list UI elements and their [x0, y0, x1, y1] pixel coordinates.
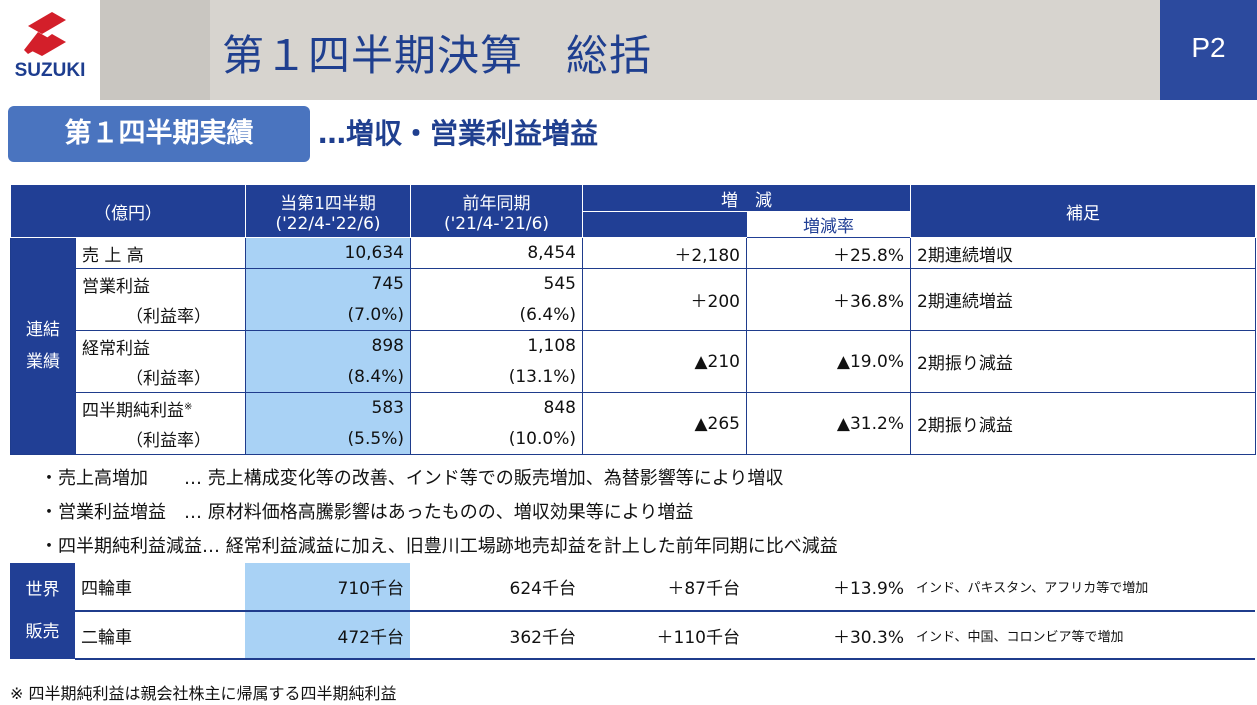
logo-text: SUZUKI	[14, 60, 86, 81]
section-subtitle: …増収・営業利益増益	[318, 117, 599, 150]
prev-value: 1,108	[410, 330, 583, 362]
group-label: 世界 販売	[10, 563, 75, 659]
current-value: 583	[245, 392, 411, 424]
change-header: 増 減	[582, 184, 911, 212]
prev-value: 8,454	[410, 237, 583, 269]
row-label: 二輪車	[75, 611, 245, 660]
current-value: 710千台	[245, 563, 410, 612]
page-title: 第１四半期決算 総括	[222, 31, 653, 80]
row-label: 四輪車	[75, 563, 245, 612]
rate-value: ＋36.8%	[746, 268, 911, 331]
current-value: 898	[245, 330, 411, 362]
prev-value: 624千台	[410, 563, 582, 612]
suzuki-s-logo-icon	[24, 12, 66, 56]
change-value: ＋200	[582, 268, 747, 331]
change-value: ＋87千台	[582, 563, 746, 612]
row-sub-label: （利益率）	[75, 361, 246, 393]
group-label-line: 販売	[25, 622, 60, 642]
suzuki-logo: SUZUKI	[0, 0, 100, 100]
prev-header-label: 前年同期	[462, 193, 531, 214]
note-value: 2期振り減益	[910, 392, 1256, 455]
row-sub-label: （利益率）	[75, 423, 246, 455]
prev-value: 848	[410, 392, 583, 424]
current-sub-value: (7.0%)	[245, 299, 411, 331]
prev-sub-value: (6.4%)	[410, 299, 583, 331]
current-value: 10,634	[245, 237, 411, 269]
title-strip	[100, 0, 210, 100]
blank-header	[582, 211, 747, 238]
row-label: 売 上 高	[75, 237, 246, 269]
rate-value: ＋30.3%	[746, 611, 910, 660]
prev-header: 前年同期 ('21/4-'21/6)	[410, 184, 583, 238]
current-sub-value: (5.5%)	[245, 423, 411, 455]
table-row: 世界 販売 四輪車 710千台 624千台 ＋87千台 ＋13.9% インド、パ…	[10, 563, 1255, 659]
current-value: 472千台	[245, 611, 410, 660]
sales-table: 世界 販売 四輪車 710千台 624千台 ＋87千台 ＋13.9% インド、パ…	[10, 563, 1255, 660]
prev-value: 362千台	[410, 611, 582, 660]
group-label-line: 業績	[26, 352, 60, 372]
change-rate-header: 増減率	[746, 211, 911, 238]
notes: ・売上高増加 … 売上構成変化等の改善、インド等での販売増加、為替影響等により増…	[40, 462, 838, 564]
footnote-mark: ※	[184, 401, 193, 413]
current-sub-value: (8.4%)	[245, 361, 411, 393]
current-header-period: ('22/4-'22/6)	[275, 213, 381, 234]
footnote: ※ 四半期純利益は親会社株主に帰属する四半期純利益	[10, 684, 397, 703]
row-label: 四半期純利益	[82, 400, 184, 421]
current-value: 745	[245, 268, 411, 300]
rate-value: ＋25.8%	[746, 237, 911, 269]
change-value: ＋110千台	[582, 611, 746, 660]
group-label-line: 連結	[26, 320, 60, 340]
note-line: ・売上高増加 … 売上構成変化等の改善、インド等での販売増加、為替影響等により増…	[40, 468, 784, 489]
note-value: インド、中国、コロンビア等で増加	[910, 611, 1255, 660]
table-row: 経常利益 898 1,108 ▲210 ▲19.0% 2期振り減益	[11, 330, 1256, 393]
prev-sub-value: (10.0%)	[410, 423, 583, 455]
note-header: 補足	[910, 184, 1256, 238]
rate-value: ＋13.9%	[746, 563, 910, 612]
prev-value: 545	[410, 268, 583, 300]
note-value: 2期連続増収	[910, 237, 1256, 269]
row-label: 経常利益	[75, 330, 246, 362]
table-row: （利益率） (5.5%) (10.0%)	[11, 423, 1256, 455]
current-header-label: 当第1四半期	[280, 193, 376, 214]
prev-sub-value: (13.1%)	[410, 361, 583, 393]
table-row: 連結 業績 売 上 高 10,634 8,454 ＋2,180 ＋25.8% 2…	[10, 237, 1256, 455]
table-row: 四半期純利益※ 583 848 ▲265 ▲31.2% 2期振り減益	[11, 392, 1256, 455]
page-number: P2	[1160, 0, 1257, 100]
rate-value: ▲19.0%	[746, 330, 911, 393]
row-label: 営業利益	[75, 268, 246, 300]
header: SUZUKI 第１四半期決算 総括 P2	[0, 0, 1257, 100]
group-label: 連結 業績	[10, 237, 76, 455]
group-label-line: 世界	[25, 580, 60, 600]
section-tab: 第１四半期実績	[8, 106, 310, 162]
note-line: ・営業利益増益 … 原材料価格高騰影響はあったものの、増収効果等により増益	[40, 502, 694, 523]
results-table: （億円） 当第1四半期 ('22/4-'22/6) 前年同期 ('21/4-'2…	[10, 184, 1256, 455]
title-bar	[100, 0, 1160, 100]
table-row: 営業利益 745 545 ＋200 ＋36.8% 2期連続増益	[11, 268, 1256, 331]
row-label-cell: 四半期純利益※	[75, 392, 246, 424]
table-row: （利益率） (7.0%) (6.4%)	[11, 299, 1256, 331]
prev-header-period: ('21/4-'21/6)	[443, 213, 550, 234]
note-value: 2期連続増益	[910, 268, 1256, 331]
change-value: ▲265	[582, 392, 747, 455]
change-value: ▲210	[582, 330, 747, 393]
note-line: ・四半期純利益減益… 経常利益減益に加え、旧豊川工場跡地売却益を計上した前年同期…	[40, 536, 838, 557]
change-value: ＋2,180	[582, 237, 747, 269]
table-row: 二輪車 472千台 362千台 ＋110千台 ＋30.3% インド、中国、コロン…	[10, 611, 1255, 660]
current-header: 当第1四半期 ('22/4-'22/6)	[245, 184, 411, 238]
unit-header: （億円）	[10, 184, 246, 238]
row-sub-label: （利益率）	[75, 299, 246, 331]
note-value: インド、パキスタン、アフリカ等で増加	[910, 563, 1255, 612]
note-value: 2期振り減益	[910, 330, 1256, 393]
rate-value: ▲31.2%	[746, 392, 911, 455]
